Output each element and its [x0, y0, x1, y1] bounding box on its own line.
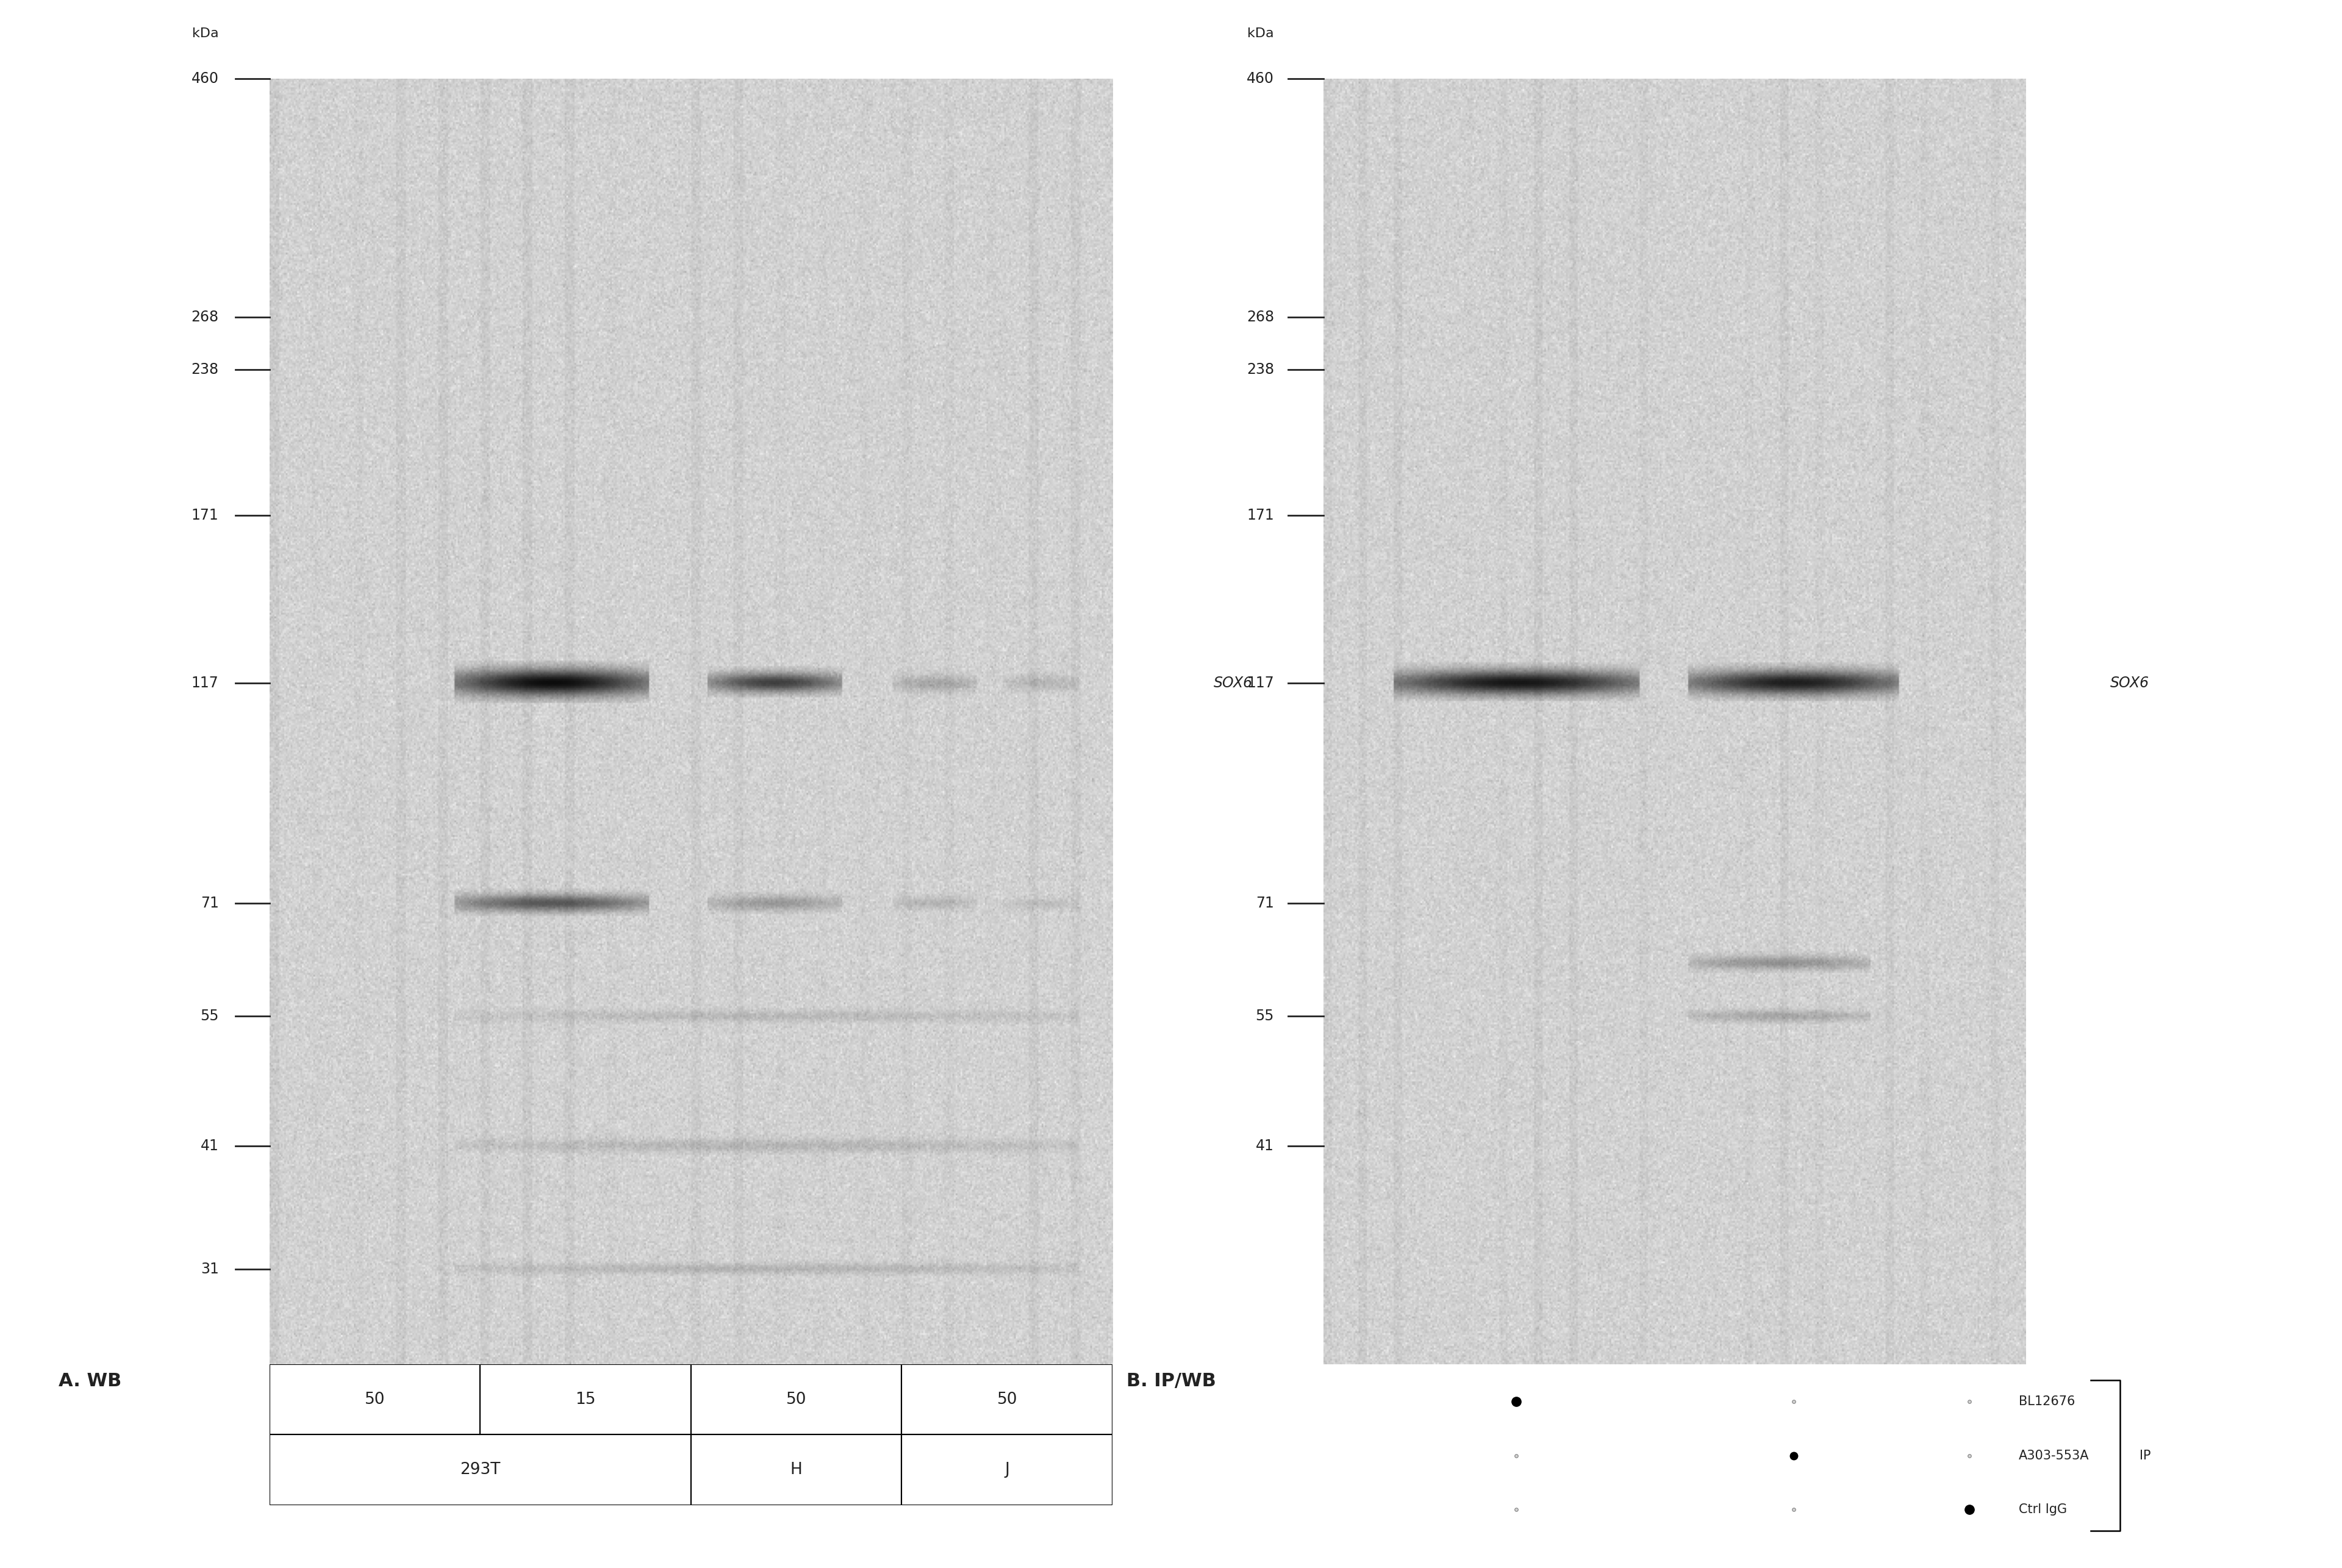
Bar	[691, 1435, 902, 1505]
Text: 293T: 293T	[459, 1461, 501, 1479]
Text: kDa: kDa	[1248, 28, 1274, 39]
Text: 15: 15	[576, 1391, 595, 1408]
Text: 71: 71	[201, 895, 218, 911]
Text: Ctrl IgG: Ctrl IgG	[2019, 1504, 2068, 1515]
Text: BL12676: BL12676	[2019, 1396, 2075, 1408]
Text: 238: 238	[1246, 362, 1274, 376]
Text: 460: 460	[192, 71, 218, 86]
Text: 31: 31	[201, 1262, 218, 1276]
Text: 238: 238	[192, 362, 218, 376]
Text: 41: 41	[1255, 1138, 1274, 1152]
Bar	[480, 1364, 691, 1435]
Text: 268: 268	[192, 309, 218, 325]
Text: 55: 55	[199, 1008, 218, 1024]
Text: kDa: kDa	[192, 28, 218, 39]
Text: 171: 171	[1246, 508, 1274, 522]
Bar	[269, 1435, 691, 1505]
Text: J: J	[1005, 1461, 1009, 1479]
Text: 117: 117	[1246, 676, 1274, 690]
Text: SOX6: SOX6	[2110, 676, 2150, 690]
Text: IP: IP	[2141, 1449, 2150, 1461]
Text: B. IP/WB: B. IP/WB	[1127, 1372, 1215, 1389]
Text: 50: 50	[787, 1391, 806, 1408]
Text: 71: 71	[1255, 895, 1274, 911]
Text: A303-553A: A303-553A	[2019, 1449, 2089, 1461]
Bar	[269, 1364, 480, 1435]
Text: 171: 171	[192, 508, 218, 522]
Bar	[902, 1364, 1112, 1435]
Bar	[902, 1435, 1112, 1505]
Text: 50: 50	[365, 1391, 384, 1408]
Bar	[691, 1364, 902, 1435]
Text: 117: 117	[192, 676, 218, 690]
Text: A. WB: A. WB	[59, 1372, 122, 1389]
Text: 460: 460	[1246, 71, 1274, 86]
Text: SOX6: SOX6	[1213, 676, 1253, 690]
Text: H: H	[789, 1461, 803, 1479]
Text: 50: 50	[998, 1391, 1016, 1408]
Text: 55: 55	[1255, 1008, 1274, 1024]
Text: 41: 41	[201, 1138, 218, 1152]
Text: 268: 268	[1246, 309, 1274, 325]
